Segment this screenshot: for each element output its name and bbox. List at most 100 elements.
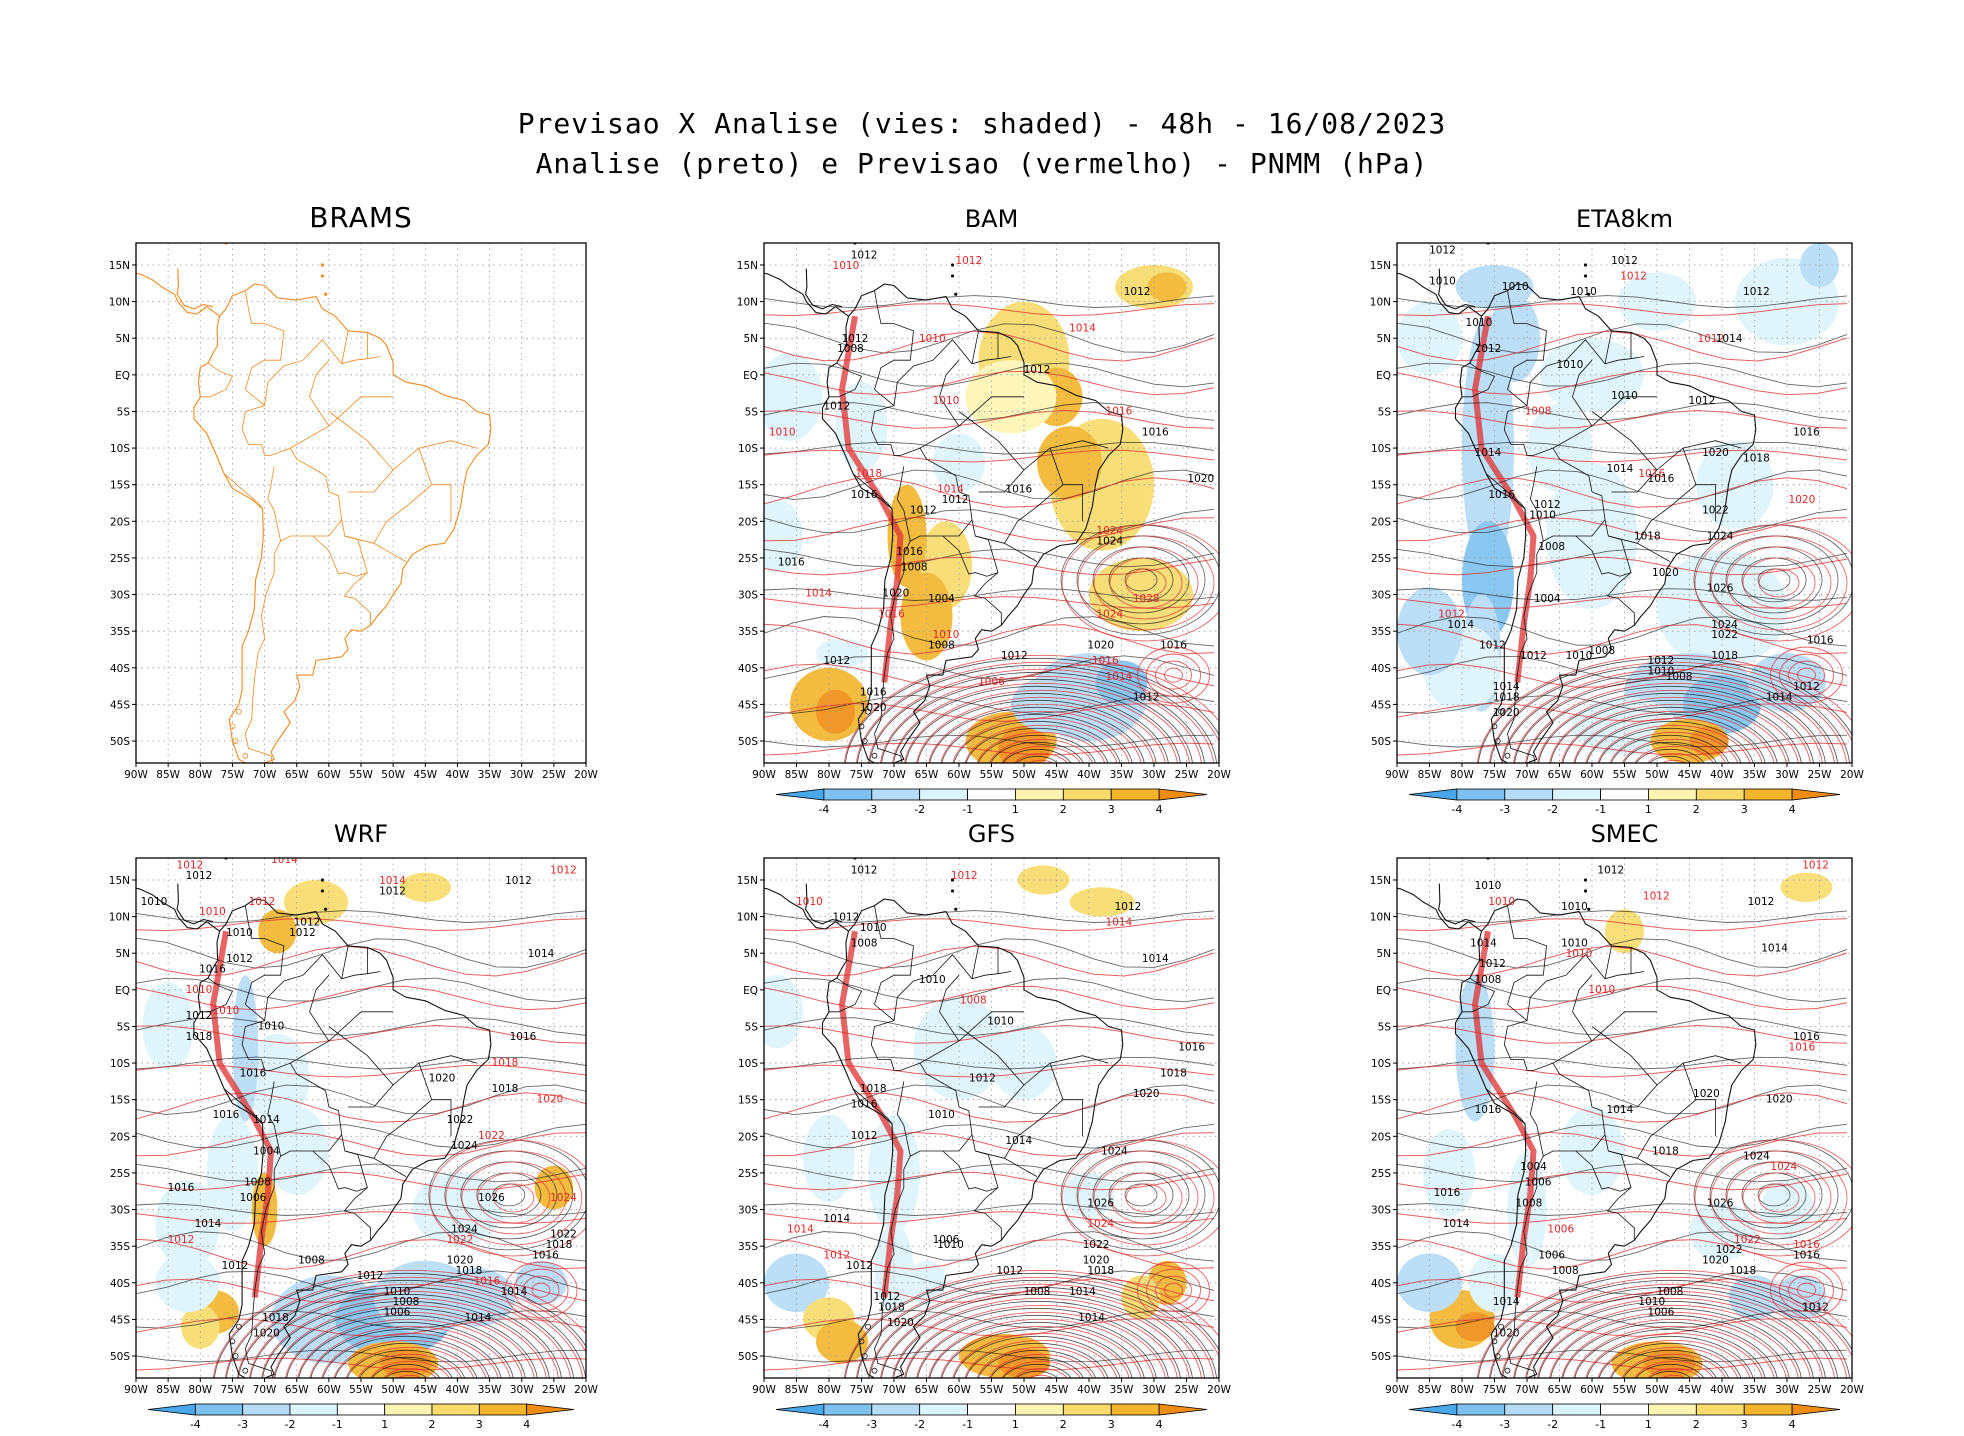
map-gfs: 1012 101210101012101010081012101410101014…: [737, 857, 1231, 1431]
isobar-label: 1014: [805, 588, 832, 600]
lon-tick-label: 75W: [1483, 769, 1507, 781]
isobar-label: 1012: [505, 875, 532, 887]
isobar-label: 1014: [1766, 692, 1793, 704]
lat-tick-label: 15S: [1371, 480, 1391, 492]
island: [229, 1338, 236, 1345]
lon-tick-label: 70W: [253, 1384, 277, 1396]
analysis-isobar: [1397, 977, 1848, 1003]
analysis-isobar: [334, 1342, 478, 1378]
isobar-label: 1018: [456, 1265, 483, 1277]
forecast-isobar: [136, 1024, 586, 1044]
analysis-isobar: [384, 1370, 428, 1378]
analysis-isobar: [1574, 713, 1766, 763]
forecast-isobar: [504, 1261, 578, 1319]
analysis-isobar: [869, 1286, 1205, 1378]
axes: 90W 85W 80W 75W 70W 65W 60W 55W 50W 45W 40W 35W 30W 2…: [109, 260, 599, 781]
isobar-label: 1014: [1470, 937, 1497, 949]
island: [865, 708, 871, 715]
isobar-label: 1016: [199, 963, 226, 975]
analysis-isobar: [346, 1349, 466, 1378]
lon-tick-label: 55W: [980, 769, 1004, 781]
pressure-contours: [1397, 295, 1852, 763]
isobar-label: 1020: [1702, 447, 1729, 459]
analysis-isobar: [1526, 685, 1814, 763]
forecast-isobar: [397, 1374, 423, 1378]
forecast-isobar: [1525, 682, 1823, 763]
analysis-isobar: [1598, 727, 1742, 763]
isobar-label: 1014: [1069, 322, 1096, 334]
country-border: [241, 1020, 343, 1157]
analysis-isobar: [1538, 1307, 1802, 1378]
lon-tick-label: 30W: [1775, 1384, 1799, 1396]
isobar-label: 1006: [240, 1192, 267, 1204]
isobar-label: 1022: [447, 1114, 474, 1126]
island: [954, 907, 958, 911]
country-border: [344, 535, 407, 562]
panel-title-gfs: GFS: [967, 820, 1016, 848]
forecast-isobar: [1770, 1261, 1843, 1319]
isobar-label: 1012: [168, 1234, 195, 1246]
colorbar-swatch: [1791, 1403, 1841, 1416]
forecast-isobar: [1647, 752, 1701, 763]
isobar-label: 1010: [796, 896, 823, 908]
forecast-isobar: [1597, 724, 1751, 763]
forecast-isobar: [1549, 696, 1799, 763]
isobar-label: 1010: [1561, 901, 1588, 913]
isobar-label: 1012: [177, 859, 204, 871]
isobar-label: 1020: [1693, 1088, 1720, 1100]
island: [865, 1323, 871, 1330]
analysis-isobar: [136, 977, 586, 1003]
colorbar-label: -3: [237, 1418, 248, 1431]
lon-tick-label: 45W: [1678, 1384, 1702, 1396]
isobar-label: 1014: [1475, 447, 1502, 459]
country-border: [1608, 1150, 1671, 1177]
isobar-label: 1018: [1729, 1265, 1756, 1277]
analysis-isobar: [1015, 1370, 1059, 1378]
lat-tick-label: 10N: [1370, 912, 1391, 924]
isobar-label: 1018: [860, 1083, 887, 1095]
isobar-label: 1008: [928, 640, 955, 652]
island: [1504, 1367, 1511, 1374]
isobar-label: 1018: [262, 1312, 289, 1324]
isobar-label: 1016: [1005, 484, 1032, 496]
analysis-isobar: [953, 720, 1121, 763]
isobar-label: 1010: [1638, 1296, 1665, 1308]
forecast-isobar: [1001, 745, 1081, 763]
isobar-label: 1008: [901, 562, 928, 574]
forecast-isobar: [1726, 546, 1832, 620]
island: [1525, 851, 1528, 854]
forecast-isobar: [1001, 1360, 1081, 1378]
colorbar-label: 4: [523, 1418, 530, 1431]
isobar-label: 1012: [1793, 681, 1820, 693]
isobar-label: 1016: [1142, 426, 1169, 438]
isobar-label: 1012: [1648, 655, 1675, 667]
isobar-label: 1014: [1078, 1312, 1105, 1324]
analysis-isobar: [1397, 655, 1848, 681]
lon-tick-label: 90W: [1385, 769, 1409, 781]
forecast-isobar: [764, 556, 1215, 576]
country-border: [241, 405, 343, 542]
lon-tick-label: 65W: [1548, 769, 1572, 781]
colorbar-swatch: [1015, 788, 1064, 801]
isobar-label: 1020: [1187, 473, 1214, 485]
lat-tick-label: 50S: [110, 736, 130, 748]
central-america-coastline: [1438, 883, 1476, 925]
country-border: [1462, 977, 1496, 1013]
forecast-isobar: [1488, 661, 1852, 763]
lon-tick-label: 30W: [1142, 1384, 1166, 1396]
country-border: [1462, 362, 1496, 398]
forecast-isobar: [1397, 945, 1848, 977]
isobar-label: 1012: [222, 1260, 249, 1272]
analysis-isobar: [764, 1017, 1215, 1036]
country-border: [852, 1088, 893, 1125]
bias-shade: [1605, 909, 1644, 954]
panel-smec: SMEC 1012 1012 1010 1012 1012 1010 1010 1014 101…: [1370, 820, 1865, 1431]
island: [871, 752, 878, 759]
country-border: [1485, 1088, 1526, 1125]
colorbar-label: -2: [914, 1418, 925, 1431]
country-border: [418, 1055, 477, 1064]
isobar-label: 1010: [213, 1005, 240, 1017]
colorbar-swatch: [1408, 1403, 1458, 1416]
isobar-label: 1014: [1716, 333, 1743, 345]
